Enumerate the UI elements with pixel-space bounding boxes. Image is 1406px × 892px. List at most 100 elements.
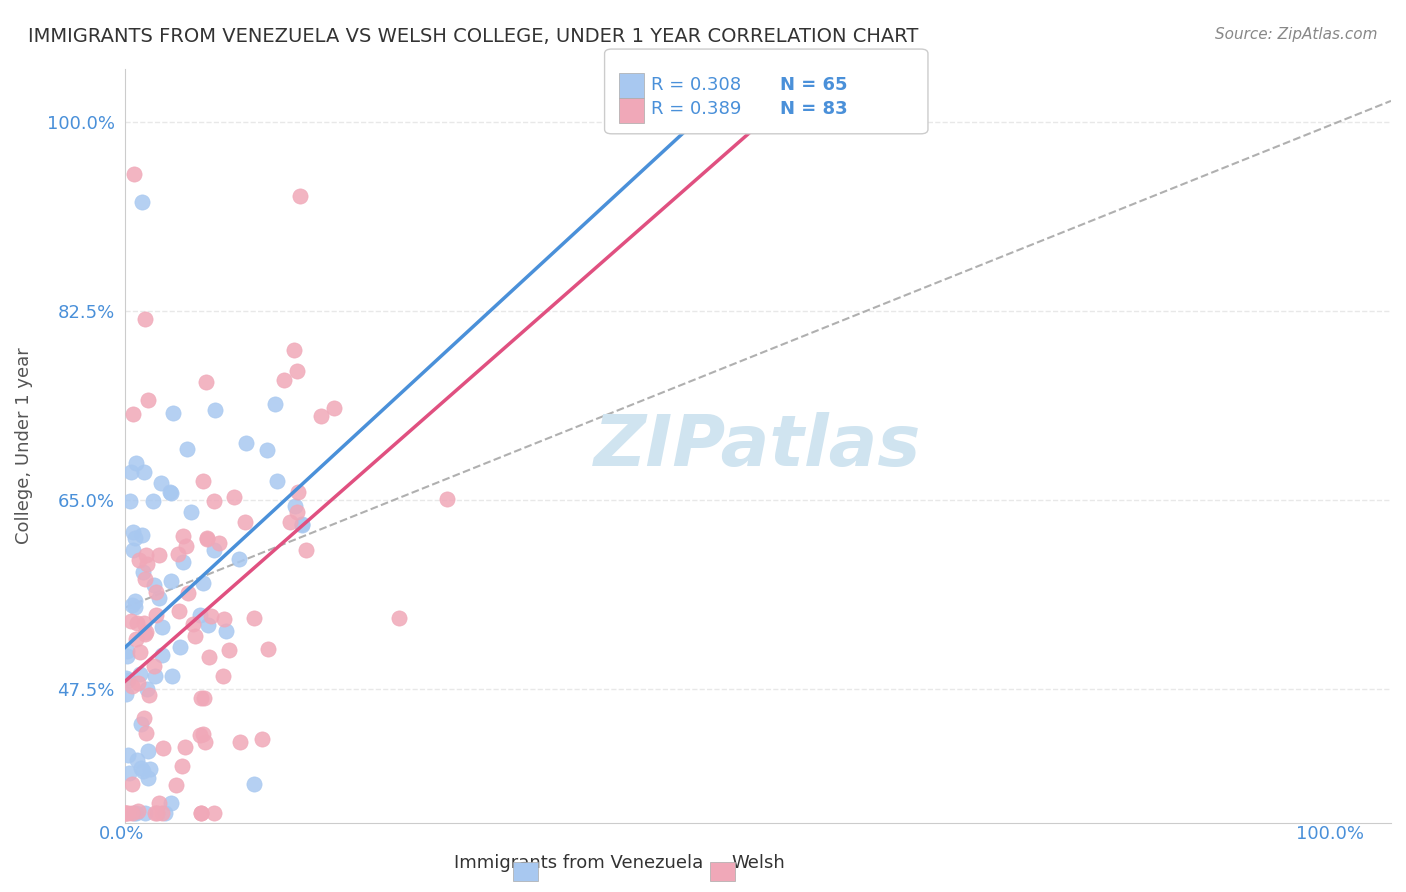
Point <box>266 474 288 488</box>
Point <box>125 805 148 820</box>
Point <box>202 493 225 508</box>
Point <box>132 465 155 479</box>
Point <box>195 532 218 546</box>
Point <box>121 777 143 791</box>
Point <box>122 524 145 539</box>
Point <box>190 691 212 706</box>
Point <box>135 625 157 640</box>
Point <box>174 739 197 754</box>
Point <box>117 747 139 762</box>
Point <box>122 542 145 557</box>
Point <box>233 515 256 529</box>
Point <box>191 576 214 591</box>
Point <box>138 771 160 785</box>
Point <box>142 493 165 508</box>
Point <box>177 586 200 600</box>
Point <box>287 505 309 519</box>
Text: Welsh: Welsh <box>731 855 785 872</box>
Point <box>125 753 148 767</box>
Point <box>143 659 166 673</box>
Text: 0.0%: 0.0% <box>98 825 143 843</box>
Point <box>273 372 295 386</box>
Point <box>284 500 307 514</box>
Point <box>436 492 458 507</box>
Point <box>193 691 215 706</box>
Point <box>235 436 257 450</box>
Point <box>128 552 150 566</box>
Point <box>250 732 273 747</box>
Point <box>162 406 184 420</box>
Point <box>134 627 156 641</box>
Point <box>121 407 143 421</box>
Text: R = 0.308: R = 0.308 <box>651 76 741 94</box>
Text: Source: ZipAtlas.com: Source: ZipAtlas.com <box>1215 27 1378 42</box>
Point <box>176 442 198 457</box>
Point <box>118 494 141 508</box>
Point <box>127 804 149 818</box>
Point <box>212 612 235 626</box>
Point <box>125 632 148 647</box>
Point <box>160 669 183 683</box>
Point <box>256 443 278 458</box>
Point <box>153 805 176 820</box>
Point <box>195 375 218 389</box>
Point <box>150 620 173 634</box>
Point <box>136 681 159 696</box>
Point <box>165 778 187 792</box>
Point <box>197 617 219 632</box>
Point <box>152 741 174 756</box>
Point <box>132 711 155 725</box>
Point <box>125 615 148 630</box>
Point <box>190 805 212 820</box>
Point <box>121 598 143 612</box>
Point <box>169 640 191 654</box>
Point <box>388 611 411 625</box>
Text: R = 0.389: R = 0.389 <box>651 100 741 118</box>
Point <box>114 805 136 820</box>
Point <box>180 505 202 519</box>
Point <box>204 402 226 417</box>
Point <box>132 566 155 580</box>
Point <box>242 611 264 625</box>
Point <box>194 735 217 749</box>
Point <box>115 687 138 701</box>
Point <box>115 805 138 820</box>
Point <box>291 518 314 533</box>
Point <box>288 188 311 202</box>
Point <box>118 766 141 780</box>
Point <box>148 591 170 605</box>
Point <box>150 805 173 820</box>
Point <box>184 628 207 642</box>
Point <box>138 762 160 776</box>
Point <box>212 669 235 683</box>
Point <box>148 548 170 562</box>
Point <box>287 484 309 499</box>
Point <box>131 194 153 209</box>
Point <box>309 409 332 423</box>
Point <box>115 644 138 658</box>
Point <box>280 516 302 530</box>
Point <box>200 609 222 624</box>
Point <box>208 536 231 550</box>
Text: N = 83: N = 83 <box>780 100 848 118</box>
Point <box>124 593 146 607</box>
Point <box>160 796 183 810</box>
Point <box>170 759 193 773</box>
Point <box>115 649 138 664</box>
Point <box>132 764 155 779</box>
Point <box>215 624 238 639</box>
Text: 100.0%: 100.0% <box>1296 825 1364 843</box>
Point <box>283 343 305 357</box>
Point <box>134 615 156 630</box>
Point <box>129 645 152 659</box>
Point <box>143 578 166 592</box>
Point <box>131 528 153 542</box>
Point <box>166 547 188 561</box>
Point <box>172 555 194 569</box>
Point <box>172 529 194 543</box>
Point <box>181 616 204 631</box>
Point <box>159 574 181 588</box>
Point <box>134 805 156 820</box>
Point <box>134 311 156 326</box>
Point <box>135 726 157 740</box>
